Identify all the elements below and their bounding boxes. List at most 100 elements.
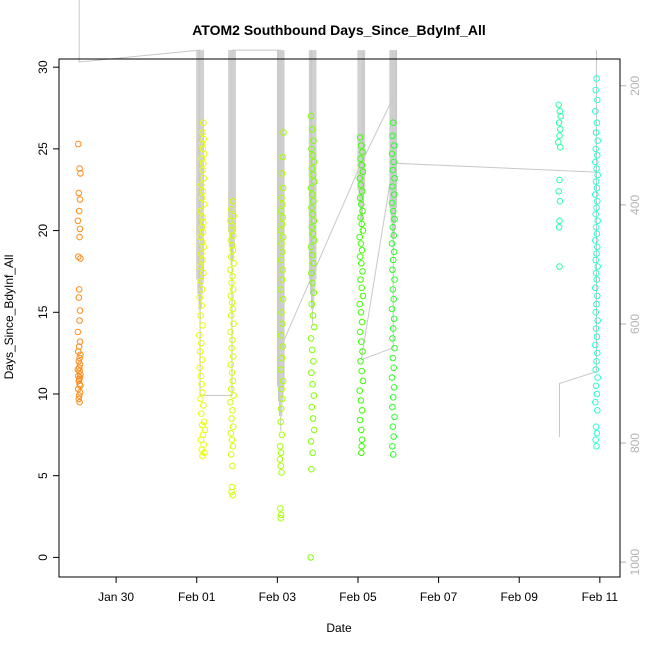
data-point [307,184,315,192]
data-point [310,323,318,331]
y2-tick-label: 600 [628,314,642,334]
data-point [593,184,601,192]
data-point [309,415,317,422]
data-point [593,119,601,126]
data-point [229,197,237,205]
data-point [309,152,316,159]
data-point [228,436,236,444]
data-point [308,126,316,133]
data-point [229,286,237,293]
data-point [594,349,601,357]
data-point [197,207,205,215]
data-point [279,266,287,274]
data-point [389,256,397,264]
data-point [76,307,84,314]
data-point [356,328,364,336]
data-point [389,354,397,362]
data-point [308,165,316,172]
data-point [389,325,397,332]
data-point [277,286,285,293]
data-point [229,222,236,229]
data-point [309,210,316,218]
data-point [308,224,316,231]
data-point [277,514,285,522]
data-point [357,155,364,162]
data-point [594,317,602,324]
data-point [75,395,83,403]
data-point [227,312,235,319]
data-point [310,358,317,365]
data-point [594,407,601,414]
data-point [279,214,287,221]
y-tick-label: 25 [36,142,50,156]
data-point [356,416,364,424]
data-point [77,351,84,359]
data-point [228,299,236,306]
data-point [229,443,237,450]
data-point [389,423,397,431]
data-point [278,309,285,316]
data-point [228,415,235,422]
data-point [594,197,601,205]
data-point [594,152,601,159]
data-point [359,168,367,176]
data-point [356,387,364,395]
data-point [310,426,318,434]
data-point [228,369,236,377]
data-point [310,217,318,225]
data-point [277,227,285,234]
data-point [391,413,398,421]
data-point [390,158,398,166]
data-point [277,511,285,519]
data-point [75,294,83,301]
data-point [198,250,205,257]
data-point [592,191,599,198]
data-point [358,449,365,457]
data-point [593,358,600,365]
data-point [358,367,366,375]
data-point [76,317,83,324]
data-point [357,276,364,283]
data-point [277,256,285,264]
data-point [309,230,317,238]
data-point [356,194,364,202]
data-point [74,217,82,225]
data-point [227,361,235,368]
data-point [310,260,317,267]
data-point [592,108,599,115]
data-point [229,336,236,344]
data-point [278,220,286,228]
axes-layer: Jan 30 Feb 01 Feb 03 Feb 05 Feb 07 Feb 09 Feb … [36,60,642,604]
data-point [357,309,365,316]
data-point [75,372,82,380]
data-point [228,279,235,287]
data-point [592,158,599,166]
data-point [307,438,315,445]
data-point [592,178,600,185]
data-point [199,322,206,329]
data-point [593,165,600,172]
data-point [229,423,237,431]
data-point [277,449,285,457]
data-point [200,269,207,277]
data-point [556,108,564,115]
data-point [310,289,318,297]
data-point [199,188,207,195]
data-point [229,353,237,360]
data-point [230,260,237,267]
data-point [388,199,396,207]
data-point [592,284,599,292]
data-point [279,295,287,303]
data-point [75,286,83,293]
data-point [359,227,367,234]
data-point [309,312,317,319]
data-point [309,279,316,287]
data-point [198,181,205,189]
data-point [197,395,204,403]
data-point [278,469,285,476]
data-point [279,201,286,208]
data-point [308,369,315,377]
data-point [388,150,396,158]
data-point [593,230,601,238]
